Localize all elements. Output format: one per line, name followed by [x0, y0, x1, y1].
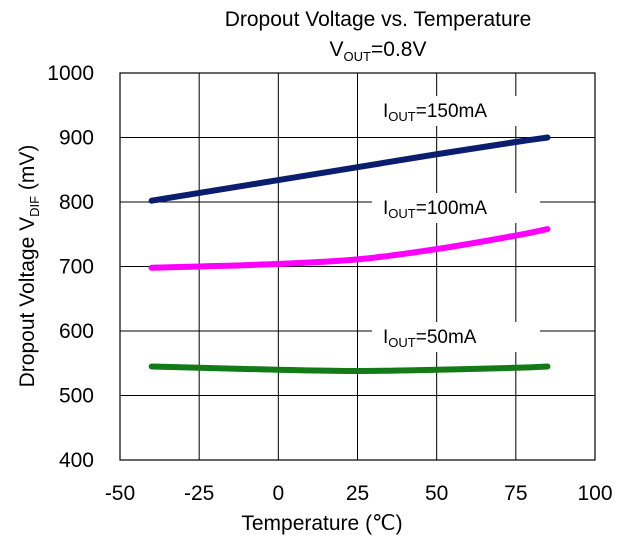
series-line-0 [148, 134, 551, 204]
series-label-bg [372, 322, 540, 352]
y-tick-label: 1000 [47, 62, 94, 85]
plot-frame [119, 72, 596, 461]
x-tick-label: 0 [272, 482, 284, 505]
series-labels: IOUT=150mA IOUT=100mA IOUT=50mA [372, 96, 540, 352]
series-label-1: IOUT=100mA [383, 198, 487, 221]
y-axis-label: Dropout Voltage VDIF (mV) [16, 145, 42, 388]
x-tick-label: -25 [184, 482, 214, 505]
y-tick-label: 700 [59, 256, 94, 279]
series-label-2: IOUT=50mA [383, 327, 477, 350]
chart-title-line2: VOUT=0.8V [330, 38, 427, 64]
series-line-2 [148, 363, 551, 374]
x-tick-label: 25 [346, 482, 369, 505]
chart-title-line1: Dropout Voltage vs. Temperature [225, 8, 532, 31]
series-label-bg [372, 193, 540, 223]
series-lines [148, 134, 551, 374]
series-label-0: IOUT=150mA [383, 101, 487, 124]
y-tick-label: 800 [59, 191, 94, 214]
y-tick-label: 400 [59, 449, 94, 472]
x-tick-labels: -50 -25 0 25 50 75 100 [105, 482, 613, 505]
y-tick-label: 600 [59, 320, 94, 343]
series-label-bg [372, 96, 540, 126]
x-tick-label: 50 [425, 482, 448, 505]
x-tick-label: 100 [577, 482, 612, 505]
x-tick-label: -50 [105, 482, 135, 505]
y-tick-label: 900 [59, 127, 94, 150]
x-tick-label: 75 [504, 482, 527, 505]
x-axis-label: Temperature (℃) [241, 512, 402, 535]
y-tick-labels: 400 500 600 700 800 900 1000 [47, 62, 94, 472]
series-line-1 [148, 226, 551, 271]
y-tick-label: 500 [59, 385, 94, 408]
